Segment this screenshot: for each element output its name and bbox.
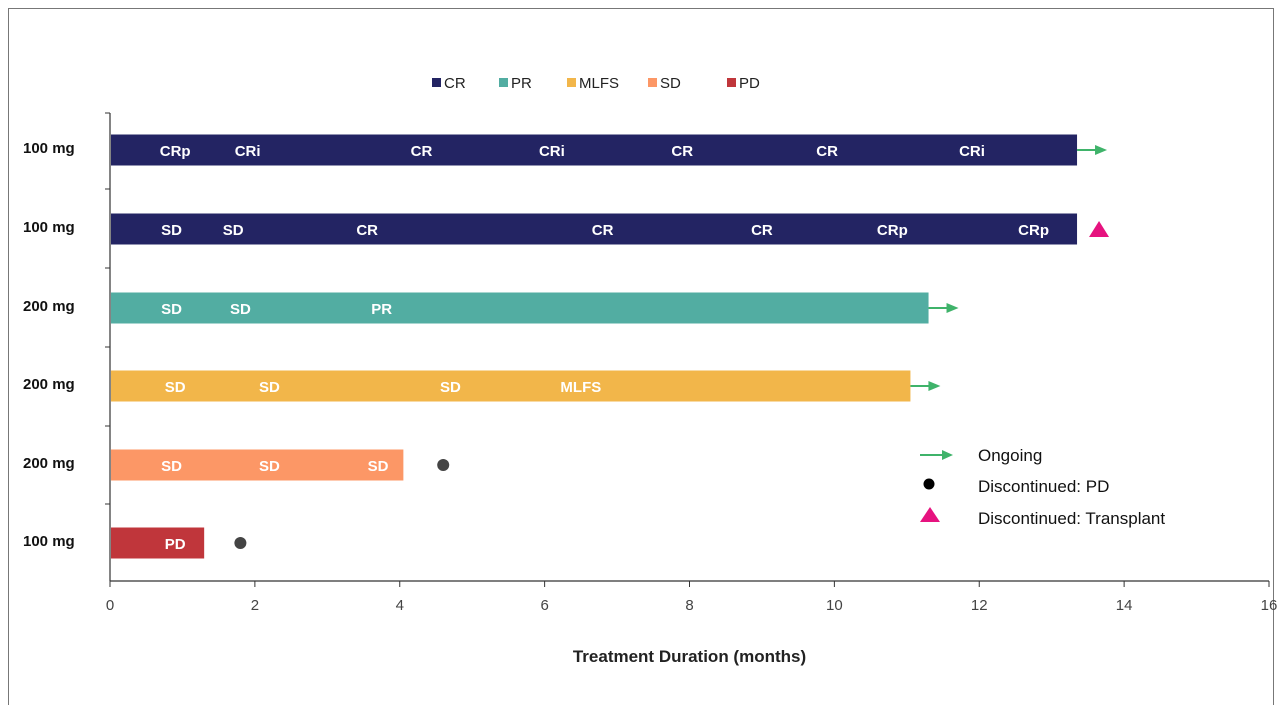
response-label: SD (368, 458, 389, 475)
patient-dose-label: 200 mg (23, 376, 75, 393)
response-label: CRp (160, 143, 191, 160)
x-tick-label: 2 (251, 597, 259, 614)
x-tick-label: 4 (396, 597, 404, 614)
patient-dose-label: 200 mg (23, 298, 75, 315)
patient-dose-label: 100 mg (23, 140, 75, 157)
response-label: CR (751, 222, 773, 239)
legend-swatch-pr (499, 78, 508, 87)
legend-label-sd: SD (660, 75, 681, 92)
legend-swatch-sd (648, 78, 657, 87)
patient-dose-label: 200 mg (23, 455, 75, 472)
x-tick-label: 14 (1116, 597, 1133, 614)
patient-bar (111, 527, 205, 559)
response-label: CR (356, 222, 378, 239)
response-label: SD (259, 379, 280, 396)
response-label: SD (230, 301, 251, 318)
x-tick-label: 12 (971, 597, 988, 614)
pd-dot (234, 537, 247, 549)
response-label: SD (161, 222, 182, 239)
ongoing-arrow-head (928, 381, 941, 391)
response-label: SD (259, 458, 280, 475)
legend-label-pd: Discontinued: PD (978, 477, 1109, 496)
legend-swatch-pd (727, 78, 736, 87)
legend-swatch-cr (432, 78, 441, 87)
response-label: MLFS (560, 379, 601, 396)
response-label: CR (671, 143, 693, 160)
x-tick-label: 0 (106, 597, 114, 614)
x-tick-label: 10 (826, 597, 843, 614)
ongoing-arrow-head (1095, 145, 1108, 155)
legend-label-pd: PD (739, 75, 760, 92)
x-axis-label: Treatment Duration (months) (573, 647, 806, 666)
response-label: PD (165, 536, 186, 553)
patient-bar (111, 213, 1078, 245)
response-label: SD (223, 222, 244, 239)
patient-bar (111, 370, 911, 402)
response-label: CR (816, 143, 838, 160)
patient-bar (111, 449, 404, 481)
legend-label-transplant: Discontinued: Transplant (978, 509, 1165, 528)
patient-bar (111, 292, 929, 324)
response-label: CR (592, 222, 614, 239)
legend-label-mlfs: MLFS (579, 75, 619, 92)
response-label: SD (440, 379, 461, 396)
response-label: SD (165, 379, 186, 396)
response-label: SD (161, 458, 182, 475)
x-tick-label: 8 (685, 597, 693, 614)
response-label: CRi (539, 143, 565, 160)
legend-label-pr: PR (511, 75, 532, 92)
patient-dose-label: 100 mg (23, 219, 75, 236)
response-label: SD (161, 301, 182, 318)
legend-transplant-triangle (920, 507, 940, 522)
legend-pd-dot (923, 478, 935, 490)
legend-ongoing-arrow-head (942, 450, 953, 460)
response-label: CRi (959, 143, 985, 160)
transplant-triangle (1089, 221, 1110, 237)
response-label: PR (371, 301, 392, 318)
response-label: CR (411, 143, 433, 160)
x-tick-label: 6 (540, 597, 548, 614)
legend-swatch-mlfs (567, 78, 576, 87)
response-label: CRp (877, 222, 908, 239)
x-tick-label: 16 (1261, 597, 1278, 614)
response-label: CRp (1018, 222, 1049, 239)
ongoing-arrow-head (946, 303, 959, 313)
pd-dot (437, 459, 450, 471)
patient-dose-label: 100 mg (23, 533, 75, 550)
response-label: CRi (235, 143, 261, 160)
chart-frame (8, 8, 1274, 705)
patient-bar (111, 134, 1078, 166)
legend-label-cr: CR (444, 75, 466, 92)
legend-label-ongoing: Ongoing (978, 446, 1042, 465)
